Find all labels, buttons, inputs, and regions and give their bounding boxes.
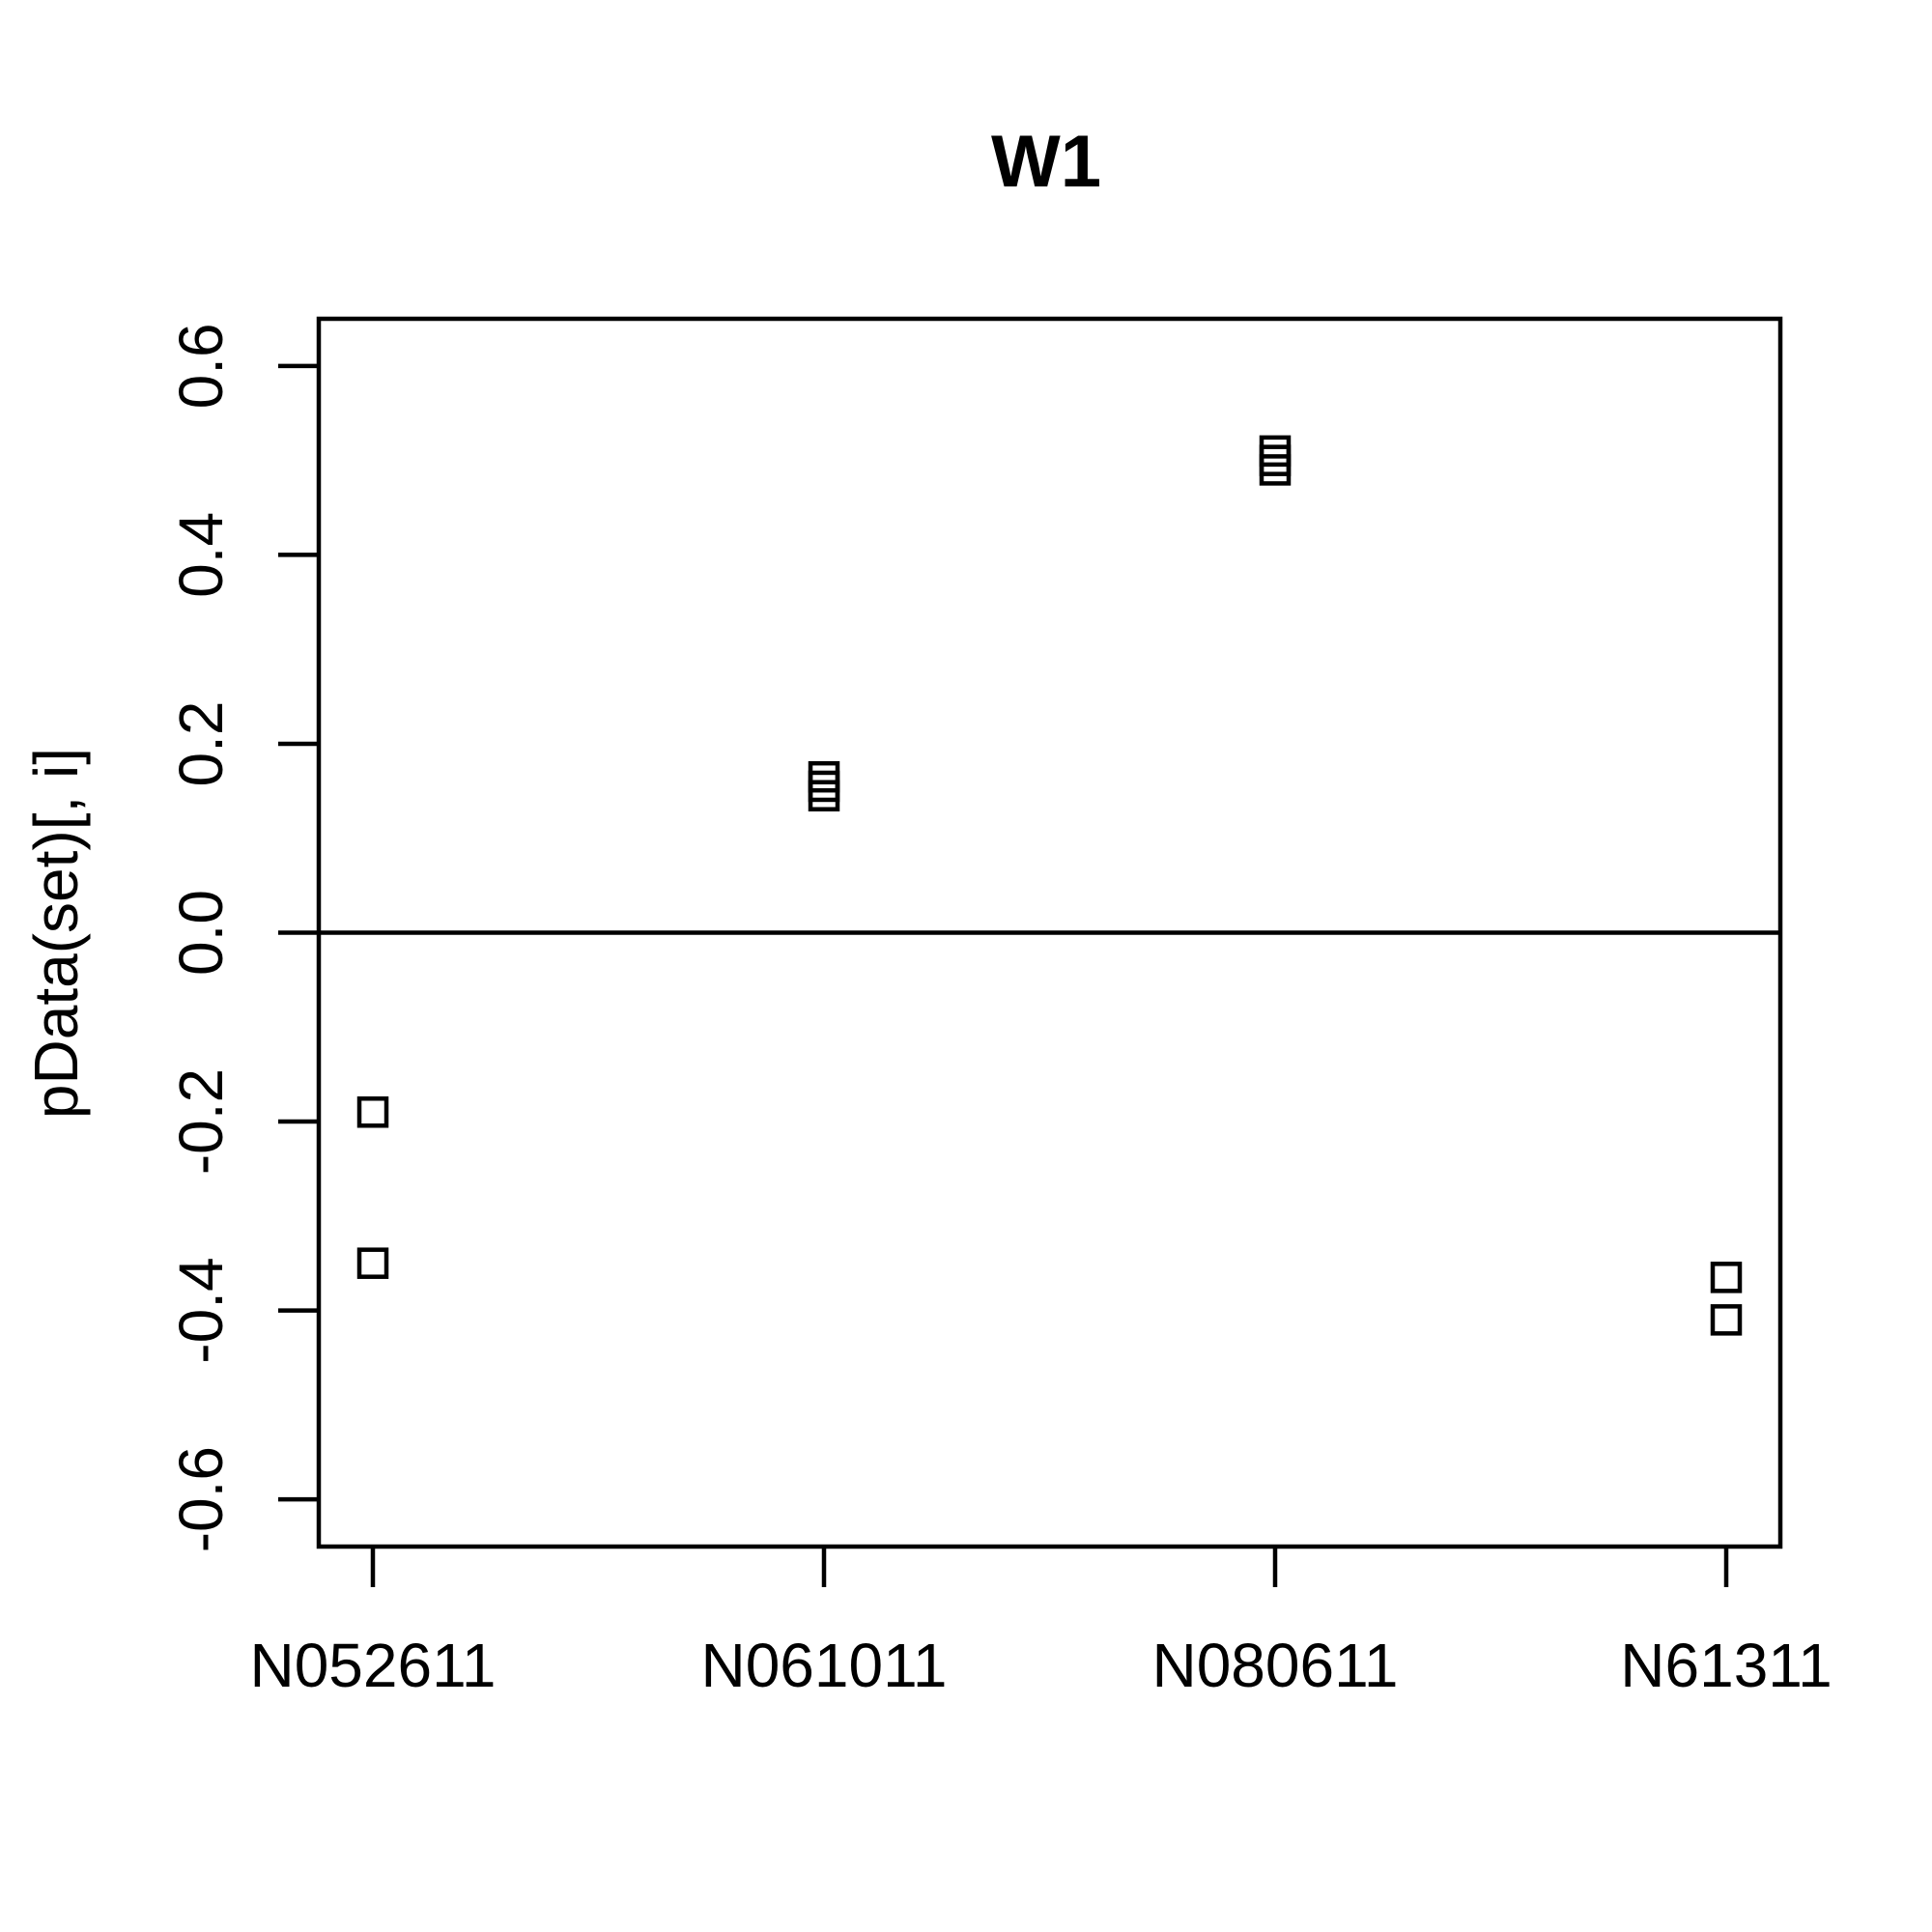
x-tick-label: N052611 <box>249 1631 496 1700</box>
y-tick-label: 0.0 <box>166 890 236 976</box>
y-axis: -0.6 -0.4 -0.2 0.0 0.2 0.4 0.6 <box>166 323 319 1552</box>
x-tick-label: N61311 <box>1620 1631 1832 1700</box>
data-point <box>1710 1262 1743 1293</box>
y-tick-label: 0.2 <box>166 700 236 786</box>
data-point <box>1259 444 1292 476</box>
y-tick-label: -0.6 <box>166 1446 236 1552</box>
data-points <box>356 435 1743 1336</box>
x-tick-label: N080611 <box>1151 1631 1398 1700</box>
data-point <box>808 760 840 793</box>
y-tick-label: 0.6 <box>166 323 236 409</box>
data-point <box>1259 454 1292 486</box>
data-point <box>356 1247 389 1279</box>
y-axis-label: pData(set)[, i] <box>21 748 91 1119</box>
data-point <box>808 770 840 803</box>
y-tick-label: -0.2 <box>166 1068 236 1175</box>
data-point <box>808 780 840 811</box>
data-point <box>1710 1304 1743 1336</box>
x-axis: N052611 N061011 N080611 N61311 <box>249 1547 1833 1700</box>
y-tick-label: -0.4 <box>166 1257 236 1363</box>
chart-title: W1 <box>991 121 1101 203</box>
data-point <box>1259 435 1292 468</box>
y-tick-label: 0.4 <box>166 512 236 598</box>
data-point <box>356 1096 389 1128</box>
x-tick-label: N061011 <box>700 1631 947 1700</box>
